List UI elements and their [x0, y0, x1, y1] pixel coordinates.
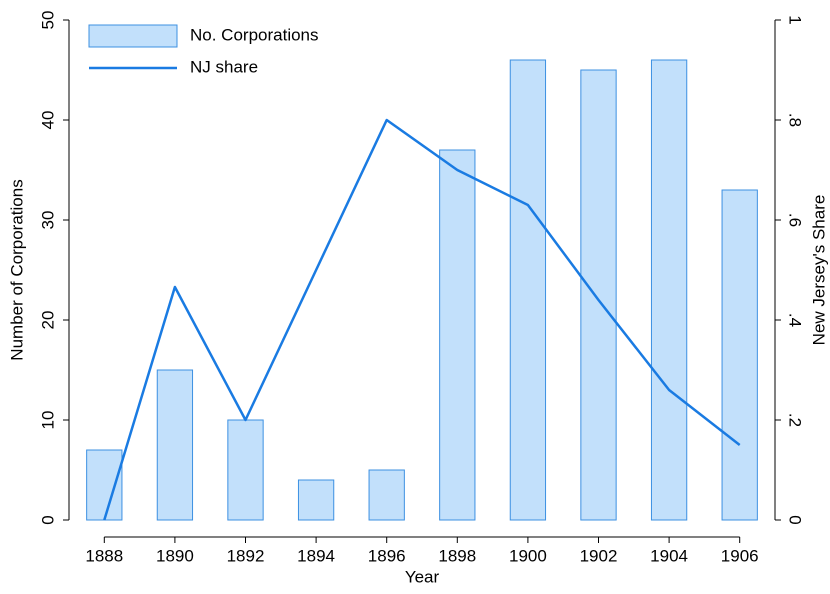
y-tick-label: 50 — [38, 11, 57, 30]
x-tick-label: 1904 — [650, 546, 688, 565]
bar — [721, 189, 758, 521]
bar — [368, 469, 405, 521]
y-axis-title: Number of Corporations — [7, 179, 26, 360]
line — [103, 118, 741, 521]
y2-tick-label: 1 — [786, 15, 805, 24]
legend-label: No. Corporations — [190, 25, 319, 44]
bar — [509, 59, 547, 521]
x-tick-label: 1898 — [438, 546, 476, 565]
bar — [156, 369, 194, 521]
x-tick-label: 1888 — [85, 546, 123, 565]
x-tick-label: 1890 — [156, 546, 194, 565]
x-tick-label: 1906 — [721, 546, 759, 565]
y2-axis-title: New Jersey's Share — [809, 195, 828, 346]
bar — [439, 149, 476, 521]
bar — [650, 59, 688, 521]
bar — [297, 479, 335, 521]
x-tick-label: 1900 — [509, 546, 547, 565]
x-tick-label: 1894 — [297, 546, 335, 565]
y2-tick-label: .4 — [786, 313, 805, 327]
y-tick-label: 30 — [38, 211, 57, 230]
y-tick-label: 40 — [38, 111, 57, 130]
y-tick-label: 20 — [38, 311, 57, 330]
x-tick-label: 1892 — [227, 546, 265, 565]
legend-label: NJ share — [190, 57, 258, 76]
y2-tick-label: 0 — [786, 515, 805, 524]
bar — [86, 449, 123, 521]
x-axis-title: Year — [405, 567, 440, 586]
legend-swatch — [88, 24, 178, 48]
y2-tick-label: .2 — [786, 413, 805, 427]
bar — [227, 419, 264, 521]
bar — [580, 69, 617, 521]
x-tick-label: 1896 — [368, 546, 406, 565]
y2-tick-label: .8 — [786, 113, 805, 127]
y-tick-label: 10 — [38, 411, 57, 430]
y-tick-label: 0 — [38, 515, 57, 524]
y2-tick-label: .6 — [786, 213, 805, 227]
x-tick-label: 1902 — [580, 546, 618, 565]
